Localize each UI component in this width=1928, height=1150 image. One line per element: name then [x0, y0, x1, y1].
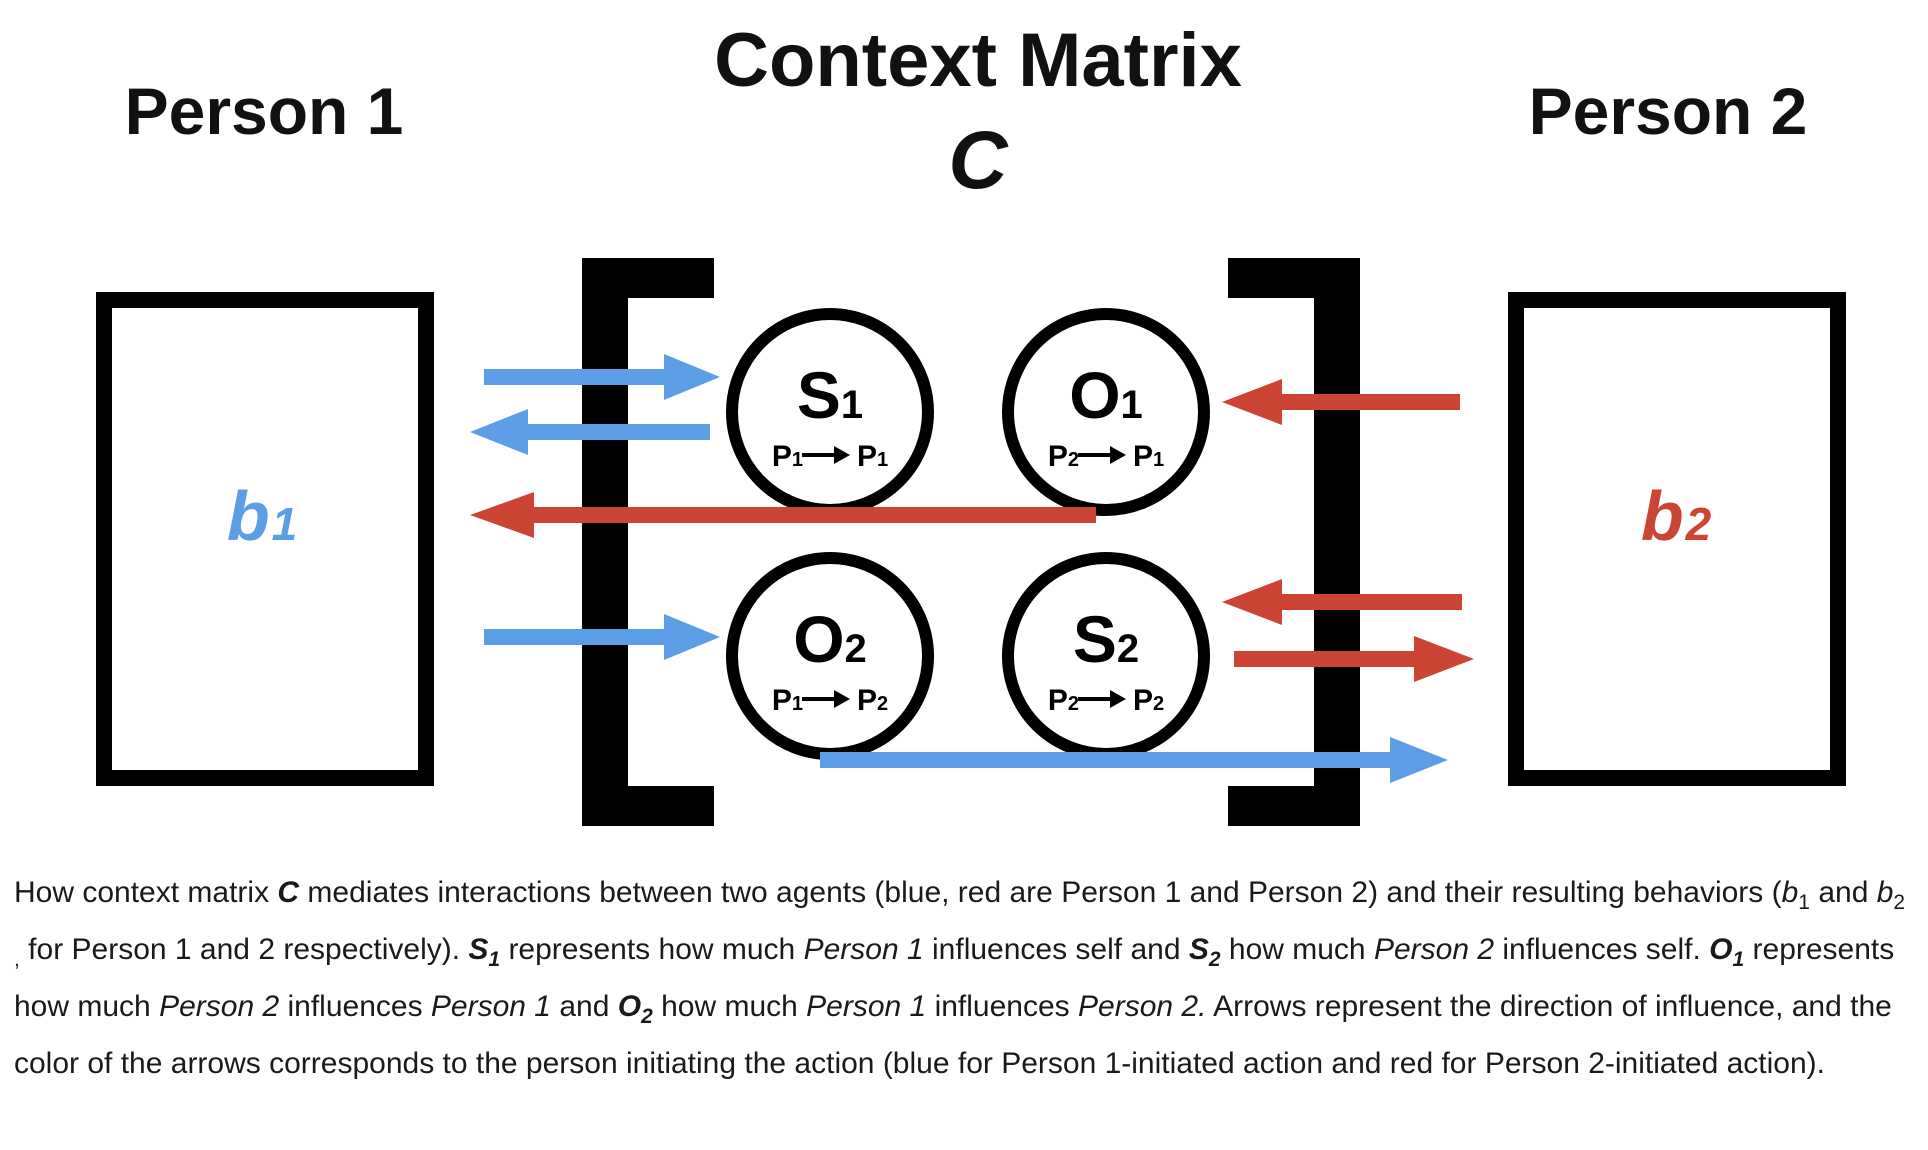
- person2-box: [1508, 292, 1846, 786]
- matrix-symbol: C: [948, 115, 1009, 206]
- s1-direction: P1 P1: [772, 440, 888, 473]
- s1-arrow-icon: [802, 446, 850, 464]
- s2-direction: P2 P2: [1048, 684, 1164, 717]
- b2-label: b2: [1641, 477, 1712, 555]
- o2-node: O2 P1 P2: [726, 552, 934, 760]
- left-bracket: [582, 258, 714, 826]
- red-arrow-o1-to-b1: [470, 492, 1096, 538]
- context-matrix-diagram: Person 1 Context Matrix C Person 2 b1 b2…: [96, 18, 1846, 826]
- person1-heading: Person 1: [125, 74, 404, 148]
- o1-arrow-icon: [1078, 446, 1126, 464]
- red-arrow-s2-to-b2: [1234, 636, 1474, 682]
- s2-arrow-icon: [1078, 690, 1126, 708]
- o1-node: O1 P2 P1: [1002, 308, 1210, 516]
- person2-heading: Person 2: [1529, 74, 1808, 148]
- b1-label: b1: [227, 477, 297, 555]
- o2-direction: P1 P2: [772, 684, 888, 717]
- blue-arrow-s1-to-b1: [470, 409, 710, 455]
- right-bracket: [1228, 258, 1360, 826]
- s2-label: S2: [1073, 602, 1139, 676]
- blue-arrow-b1-to-o2: [484, 614, 720, 660]
- o1-direction: P2 P1: [1048, 440, 1164, 473]
- figure-caption: How context matrix C mediates interactio…: [14, 876, 1906, 1080]
- red-arrow-b2-to-o1: [1222, 379, 1460, 425]
- s2-node: S2 P2 P2: [1002, 552, 1210, 760]
- o2-arrow-icon: [802, 690, 850, 708]
- s1-node: S1 P1 P1: [726, 308, 934, 516]
- s1-label: S1: [797, 358, 863, 432]
- blue-arrow-o2-to-b2: [820, 737, 1448, 783]
- red-arrow-b2-to-s2: [1222, 579, 1462, 625]
- o2-label: O2: [793, 602, 867, 676]
- person1-box: [96, 292, 434, 786]
- circle-direction-arrows: [802, 446, 1126, 708]
- matrix-title: Context Matrix: [714, 18, 1242, 103]
- blue-arrow-b1-to-s1: [484, 354, 720, 400]
- o1-label: O1: [1069, 358, 1143, 432]
